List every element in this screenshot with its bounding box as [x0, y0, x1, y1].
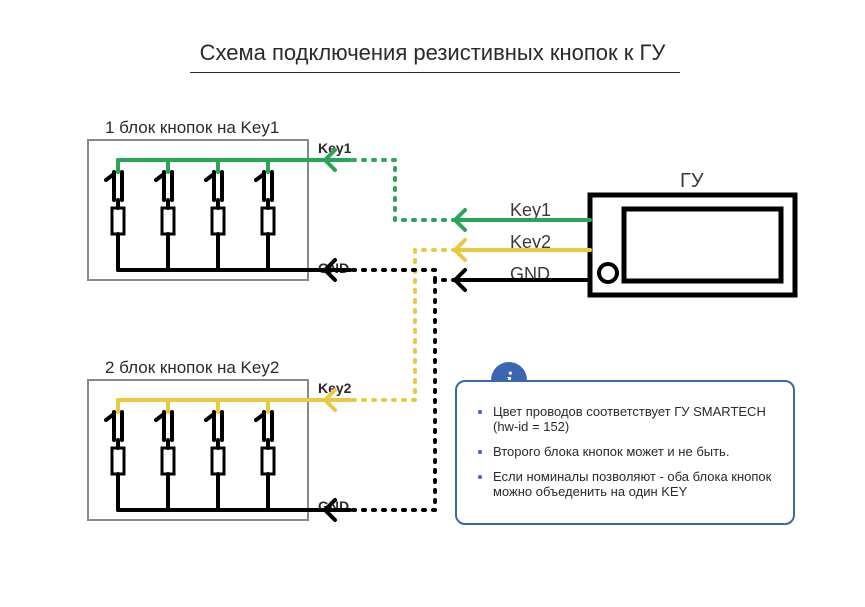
diagram-svg: [0, 0, 865, 607]
